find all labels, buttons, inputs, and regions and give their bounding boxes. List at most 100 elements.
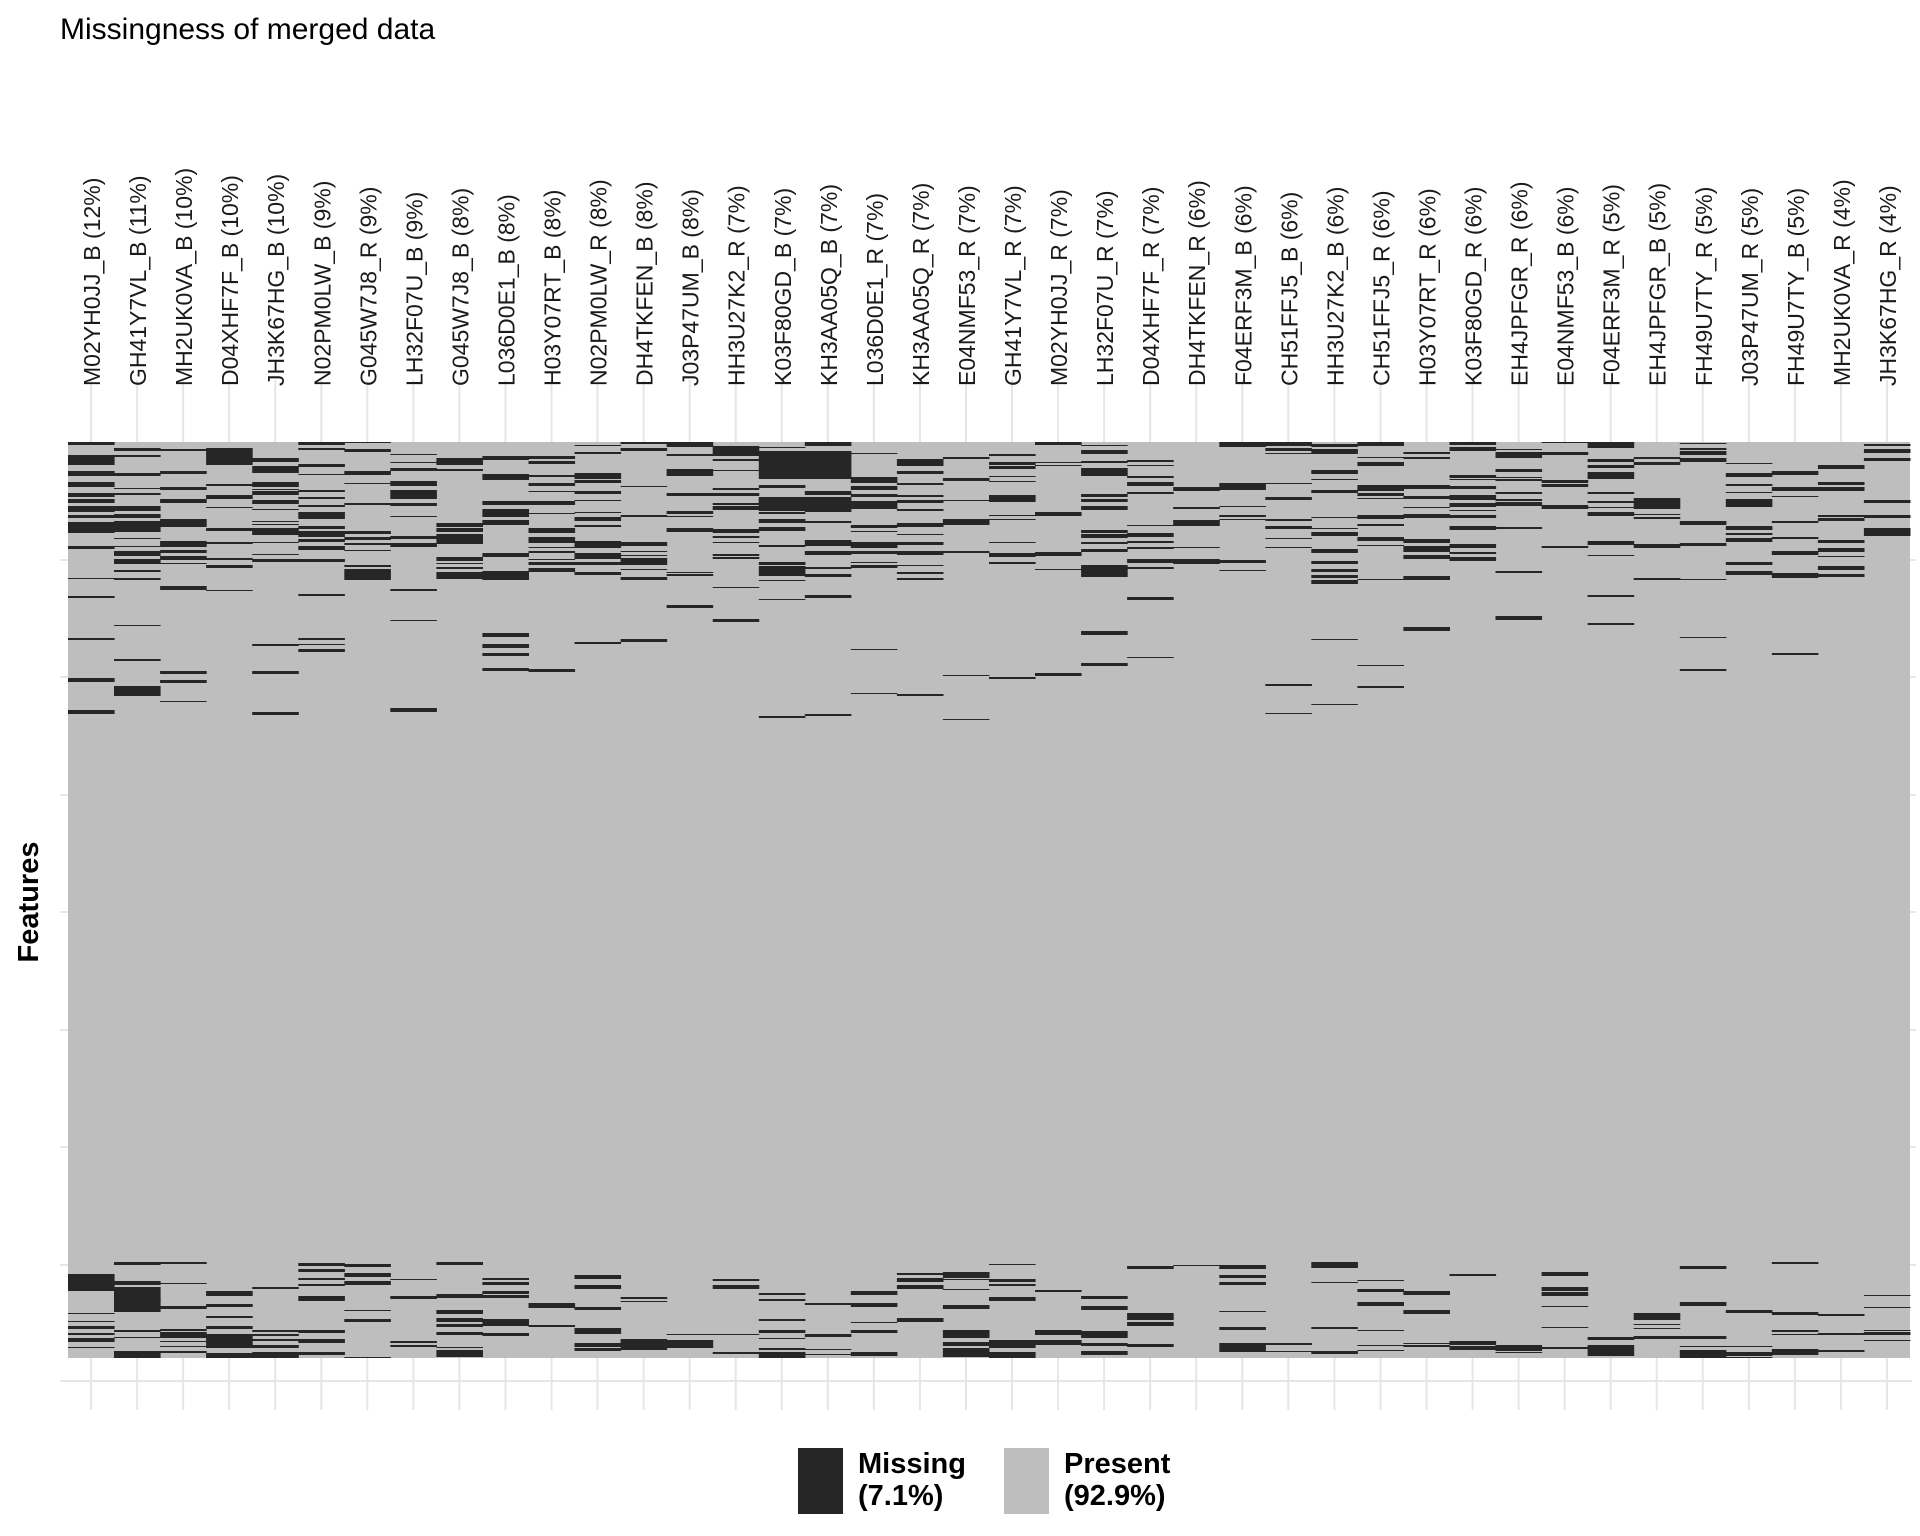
missing-cell (666, 442, 714, 446)
missing-cell (528, 528, 576, 529)
missing-cell (1725, 562, 1773, 565)
missing-cell (160, 1351, 207, 1353)
missing-cell (1863, 1330, 1911, 1331)
missing-cell (1725, 1355, 1773, 1356)
missing-cell (206, 1316, 253, 1318)
missing-cell (850, 545, 898, 548)
missing-cell (1081, 573, 1128, 577)
missing-cell (574, 1285, 622, 1288)
missing-cell (1863, 458, 1911, 461)
missing-cell (252, 469, 299, 473)
missing-cell (68, 474, 115, 476)
missing-cell (1817, 1314, 1865, 1316)
heatmap-column (1449, 442, 1497, 1350)
missing-cell (712, 1334, 760, 1335)
missing-cell (989, 466, 1036, 469)
x-tick-label: EH4JPFGR_B (5%) (1645, 183, 1671, 386)
missing-cell (1127, 597, 1174, 600)
missing-cell (160, 1283, 207, 1284)
missing-cell (850, 486, 898, 490)
missing-cell (666, 446, 714, 447)
missing-cell (712, 493, 760, 496)
missing-cell (390, 516, 437, 517)
missing-cell (160, 471, 207, 474)
missing-cell (344, 1357, 391, 1358)
missing-cell (1679, 443, 1727, 444)
missing-cell (436, 462, 483, 465)
missing-cell (1495, 449, 1543, 450)
missing-cell (1173, 522, 1220, 526)
x-tick-label: LH32F07U_B (9%) (401, 192, 427, 386)
missing-cell (390, 503, 437, 505)
missing-cell (436, 540, 483, 544)
missing-cell (666, 471, 714, 474)
missing-cell (114, 538, 161, 539)
missing-cell (1081, 530, 1128, 533)
missing-cell (989, 1352, 1036, 1356)
missing-cell (390, 536, 437, 539)
missing-cell (989, 553, 1036, 557)
missing-cell (574, 562, 622, 565)
missing-cell (528, 669, 576, 672)
missing-cell (482, 1333, 529, 1336)
missing-cell (942, 500, 990, 501)
missing-cell (942, 1354, 990, 1357)
missing-cell (1679, 448, 1727, 450)
missing-cell (758, 1356, 806, 1358)
missing-cell (1403, 555, 1450, 559)
missing-cell (1311, 453, 1358, 454)
missing-cell (1587, 1348, 1635, 1352)
missing-cell (528, 1303, 576, 1306)
missing-cell (252, 554, 299, 555)
missing-cell (206, 1334, 253, 1338)
missing-cell (206, 1353, 253, 1356)
missing-cell (1127, 567, 1174, 569)
missing-cell (1219, 570, 1266, 571)
missing-cell (1771, 1353, 1819, 1355)
missing-cell (68, 596, 115, 598)
missing-cell (620, 1301, 668, 1302)
missing-cell (1725, 492, 1773, 493)
missing-cell (574, 642, 622, 644)
missing-cell (1679, 579, 1727, 580)
x-tick-label: FH49U7TY_R (5%) (1691, 187, 1717, 386)
missing-cell (989, 519, 1036, 520)
missing-cell (160, 541, 207, 542)
missing-cell (206, 1341, 253, 1344)
missing-cell (298, 491, 345, 492)
missing-cell (482, 668, 529, 671)
missing-cell (1587, 1345, 1635, 1348)
missing-cell (574, 452, 622, 454)
missing-cell (804, 1303, 852, 1305)
missing-cell (1449, 510, 1497, 511)
missing-cell (1679, 669, 1727, 671)
legend-label-missing: Missing (858, 1448, 966, 1480)
missing-cell (68, 493, 115, 497)
missing-cell (1817, 548, 1865, 552)
missing-cell (1587, 472, 1635, 475)
x-tick-labels: M02YH0JJ_B (12%) GH41Y7VL_B (11%) MH2UK0VA… (79, 168, 1901, 386)
x-tick-label: LH32F07U_R (7%) (1092, 190, 1118, 386)
missing-cell (160, 487, 207, 490)
missing-cell (1357, 686, 1404, 688)
missing-cell (298, 644, 345, 645)
missing-cell (666, 493, 714, 496)
heatmap-column (942, 457, 990, 1357)
missing-cell (344, 537, 391, 540)
heatmap-column (1035, 442, 1082, 1345)
missing-cell (298, 1278, 345, 1280)
missing-cell (1495, 499, 1543, 501)
missing-cell (252, 491, 299, 495)
missing-cell (1449, 552, 1497, 554)
missing-cell (1219, 515, 1266, 517)
missing-cell (1127, 1268, 1174, 1269)
missing-cell (482, 456, 529, 460)
missing-cell (482, 1278, 529, 1280)
missing-cell (1035, 1332, 1082, 1335)
missing-cell (666, 469, 714, 470)
missing-cell (850, 1352, 898, 1356)
missing-cell (1081, 494, 1128, 497)
missing-cell (896, 542, 944, 545)
missing-cell (804, 521, 852, 523)
missing-cell (1219, 444, 1266, 447)
